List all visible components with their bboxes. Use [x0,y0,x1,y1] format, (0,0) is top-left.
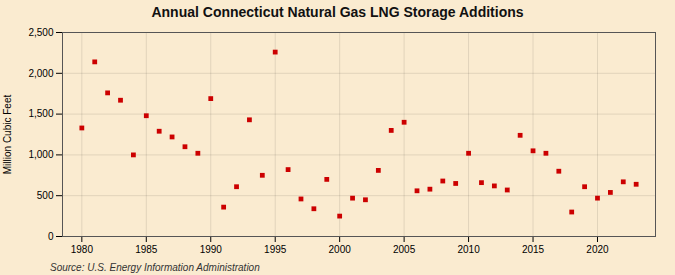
svg-text:2000: 2000 [329,244,352,255]
svg-text:1990: 1990 [200,244,223,255]
html-text:Annual Connecticut Natural Gas: Annual Connecticut Natural Gas LNG Stora… [151,4,524,20]
svg-text:2,000: 2,000 [28,68,53,79]
svg-text:1985: 1985 [135,244,158,255]
svg-text:1,000: 1,000 [28,149,53,160]
html-text:Source: U.S. Energy Informatio: Source: U.S. Energy Information Administ… [50,262,260,273]
svg-text:500: 500 [37,190,54,201]
svg-text:2020: 2020 [586,244,609,255]
svg-text:2005: 2005 [393,244,416,255]
svg-text:1,500: 1,500 [28,108,53,119]
svg-text:2010: 2010 [457,244,480,255]
svg-text:1995: 1995 [264,244,287,255]
svg-text:2015: 2015 [522,244,545,255]
svg-text:1980: 1980 [71,244,94,255]
svg-text:0: 0 [48,231,54,242]
svg-text:Million Cubic Feet: Million Cubic Feet [2,95,13,175]
svg-text:2,500: 2,500 [28,27,53,38]
